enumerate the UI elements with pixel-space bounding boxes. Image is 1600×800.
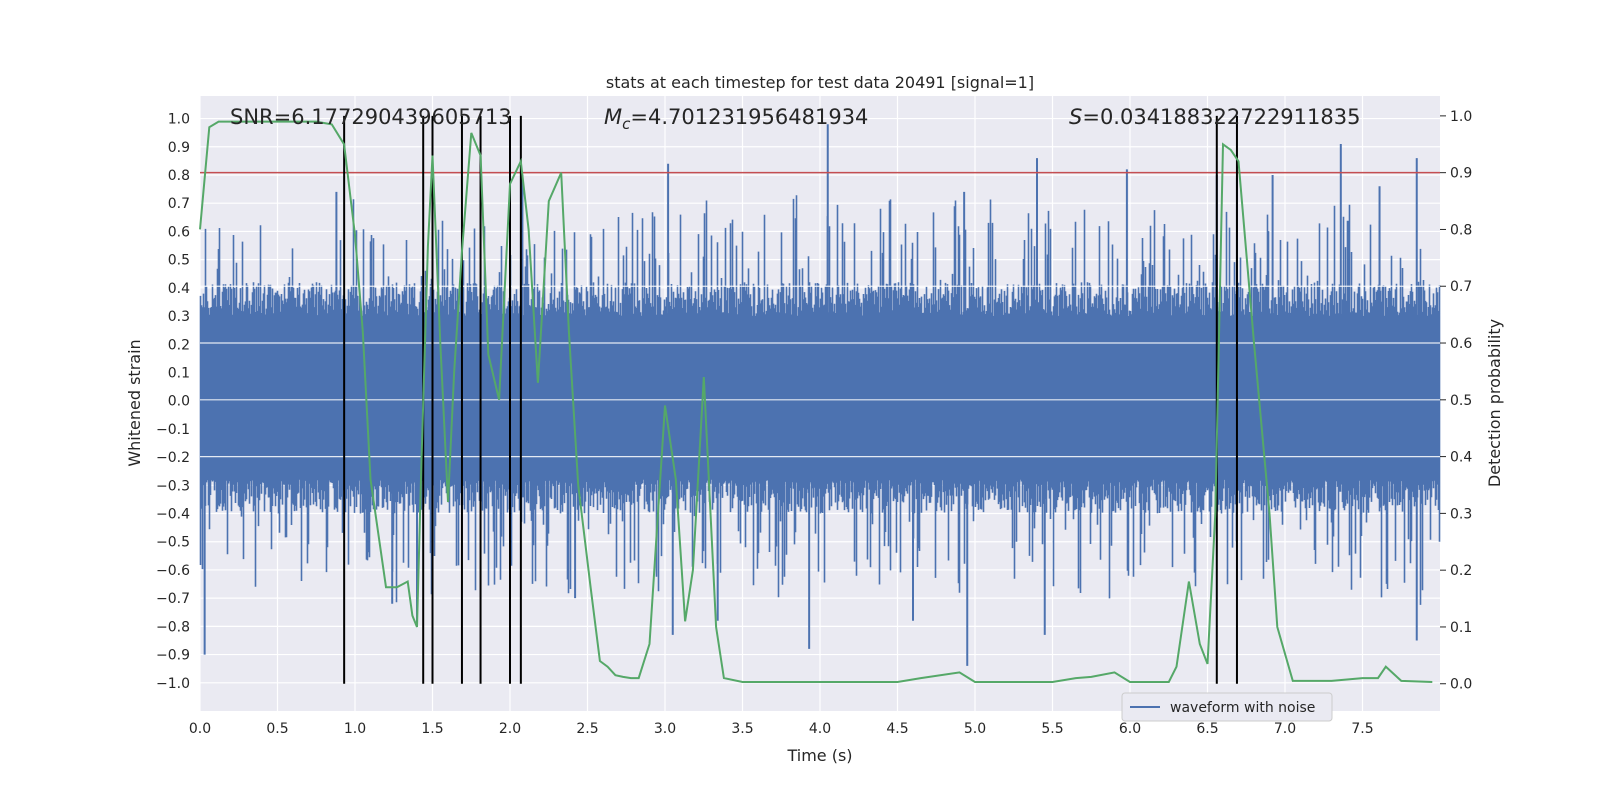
x-tick-label: 0.0 (189, 721, 211, 737)
y2-tick-label: 0.1 (1450, 620, 1472, 636)
y2-tick-label: 0.6 (1450, 336, 1472, 352)
x-tick-label: 2.5 (576, 721, 598, 737)
x-tick-label: 4.0 (809, 721, 831, 737)
x-tick-label: 2.0 (499, 721, 521, 737)
y2-axis-label: Detection probability (1485, 319, 1504, 487)
y2-tick-label: 1.0 (1450, 109, 1472, 125)
y-tick-label: 0.9 (168, 140, 190, 156)
y-tick-label: 0.1 (168, 365, 190, 381)
chart-title: stats at each timestep for test data 204… (606, 73, 1034, 92)
x-tick-label: 7.0 (1274, 721, 1296, 737)
chirp-mass-subscript: c (622, 115, 631, 133)
y-tick-label: −0.1 (156, 422, 190, 438)
axes: 0.0 0.5 1.0 1.5 2.0 2.5 3.0 3.5 4.0 4.5 5.0 5.5 6.0 6… (156, 109, 1472, 737)
detection-probability-line (199, 120, 1433, 683)
y-tick-label: −0.6 (156, 563, 190, 579)
x-tick-label: 6.0 (1119, 721, 1141, 737)
overlay (199, 115, 1440, 684)
x-tick-label: 4.5 (886, 721, 908, 737)
y-tick-label: 0.4 (168, 281, 190, 297)
chirp-mass-symbol: M (604, 105, 622, 129)
x-tick-label: 3.0 (654, 721, 676, 737)
legend: waveform with noise (1121, 692, 1333, 722)
y2-tick-label: 0.9 (1450, 166, 1472, 182)
x-tick-label: 0.5 (266, 721, 288, 737)
x-tick-label: 7.5 (1351, 721, 1373, 737)
y-tick-label: 0.3 (168, 309, 190, 325)
chirp-mass-value: =4.701231956481934 (630, 105, 868, 129)
y2-tick-label: 0.3 (1450, 506, 1472, 522)
x-tick-label: 1.0 (344, 721, 366, 737)
y-tick-label: −0.8 (156, 619, 190, 635)
snr-annotation: SNR=6.177290439605713 (230, 105, 512, 129)
y-tick-label: 0.6 (168, 224, 190, 240)
y-tick-label: 0.8 (168, 168, 190, 184)
y2-tick-label: 0.5 (1450, 393, 1472, 409)
chirp-mass-annotation: Mc=4.701231956481934 (604, 105, 868, 133)
y-tick-label: −0.3 (156, 478, 190, 494)
y-tick-label: 0.5 (168, 253, 190, 269)
y-tick-label: −0.9 (156, 648, 190, 664)
x-tick-label: 1.5 (421, 721, 443, 737)
y-tick-label: −1.0 (156, 676, 190, 692)
s-symbol: S (1069, 105, 1082, 129)
legend-box (1121, 692, 1333, 722)
s-value: =0.034188322722911835 (1082, 105, 1360, 129)
y-tick-label: 0.2 (168, 337, 190, 353)
y-tick-label: 1.0 (168, 112, 190, 128)
y-tick-label: −0.5 (156, 535, 190, 551)
x-axis-label: Time (s) (786, 746, 852, 765)
y-tick-label: −0.7 (156, 591, 190, 607)
y-tick-label: 0.7 (168, 196, 190, 212)
waveform-band (199, 195, 1441, 605)
x-tick-label: 3.5 (731, 721, 753, 737)
y2-tick-label: 0.2 (1450, 563, 1472, 579)
legend-label: waveform with noise (1170, 700, 1315, 716)
y-tick-label: −0.4 (156, 507, 190, 523)
x-tick-label: 6.5 (1196, 721, 1218, 737)
y2-tick-label: 0.0 (1450, 677, 1472, 693)
x-tick-label: 5.5 (1041, 721, 1063, 737)
y2-tick-label: 0.4 (1450, 450, 1472, 466)
x-tick-label: 5.0 (964, 721, 986, 737)
s-annotation: S=0.034188322722911835 (1069, 105, 1360, 129)
y-tick-label: −0.2 (156, 450, 190, 466)
y-tick-label: 0.0 (168, 394, 190, 410)
y2-tick-label: 0.7 (1450, 279, 1472, 295)
y-axis-label: Whitened strain (125, 339, 144, 466)
y2-tick-label: 0.8 (1450, 222, 1472, 238)
